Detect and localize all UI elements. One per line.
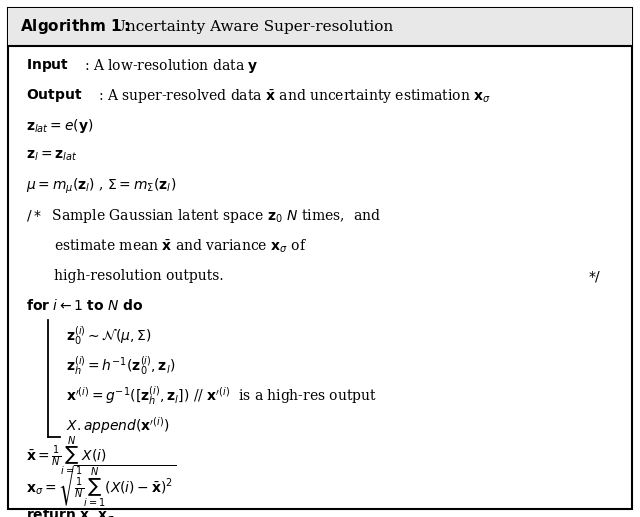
Text: : A low-resolution data $\mathbf{y}$: : A low-resolution data $\mathbf{y}$ xyxy=(84,57,259,75)
Text: $\mathbf{z}_{lat} = e(\mathbf{y})$: $\mathbf{z}_{lat} = e(\mathbf{y})$ xyxy=(26,117,93,135)
Text: $\mathbf{z}_h^{(i)} = h^{-1}(\mathbf{z}_0^{(i)}, \mathbf{z}_l)$: $\mathbf{z}_h^{(i)} = h^{-1}(\mathbf{z}_… xyxy=(66,355,175,377)
Text: $\bar{\mathbf{x}} = \frac{1}{N}\sum_{i=1}^{N} X(i)$: $\bar{\mathbf{x}} = \frac{1}{N}\sum_{i=1… xyxy=(26,434,107,478)
Text: $\mu = m_{\mu}(\mathbf{z}_l)$ , $\Sigma = m_{\Sigma}(\mathbf{z}_l)$: $\mu = m_{\mu}(\mathbf{z}_l)$ , $\Sigma … xyxy=(26,176,176,195)
Bar xyxy=(8,8,632,46)
Text: $\mathbf{x}_{\sigma} = \sqrt{\frac{1}{N}\sum_{i=1}^{N}(X(i) - \bar{\mathbf{x}})^: $\mathbf{x}_{\sigma} = \sqrt{\frac{1}{N}… xyxy=(26,463,176,509)
Text: $/*$  Sample Gaussian latent space $\mathbf{z}_0$ $N$ times,  and: $/*$ Sample Gaussian latent space $\math… xyxy=(26,207,381,225)
Text: $\mathbf{Output}$: $\mathbf{Output}$ xyxy=(26,87,83,104)
Text: Uncertainty Aware Super-resolution: Uncertainty Aware Super-resolution xyxy=(113,20,393,34)
Text: $\mathbf{Input}$: $\mathbf{Input}$ xyxy=(26,57,69,74)
Text: estimate mean $\bar{\mathbf{x}}$ and variance $\mathbf{x}_{\sigma}$ of: estimate mean $\bar{\mathbf{x}}$ and var… xyxy=(54,237,307,255)
Text: $*/$: $*/$ xyxy=(588,268,602,283)
Text: $X.append(\mathbf{x}^{\prime(i)})$: $X.append(\mathbf{x}^{\prime(i)})$ xyxy=(66,416,170,436)
Text: : A super-resolved data $\bar{\mathbf{x}}$ and uncertainty estimation $\mathbf{x: : A super-resolved data $\bar{\mathbf{x}… xyxy=(98,87,491,105)
Text: $\mathbf{for}$ $i \leftarrow 1$ $\mathbf{to}$ $N$ $\mathbf{do}$: $\mathbf{for}$ $i \leftarrow 1$ $\mathbf… xyxy=(26,298,143,313)
Text: $\mathbf{return}$ $\bar{\mathbf{x}}$, $\mathbf{x}_{\sigma}$: $\mathbf{return}$ $\bar{\mathbf{x}}$, $\… xyxy=(26,507,115,517)
Text: $\mathbf{z}_0^{(i)} \sim \mathcal{N}(\mu, \Sigma)$: $\mathbf{z}_0^{(i)} \sim \mathcal{N}(\mu… xyxy=(66,325,152,347)
Text: $\mathbf{Algorithm\ 1:}$: $\mathbf{Algorithm\ 1:}$ xyxy=(20,18,131,37)
Text: high-resolution outputs.: high-resolution outputs. xyxy=(54,269,223,283)
Text: $\mathbf{x}^{\prime(i)} = g^{-1}([\mathbf{z}_h^{(i)}, \mathbf{z}_l])$ // $\mathb: $\mathbf{x}^{\prime(i)} = g^{-1}([\mathb… xyxy=(66,385,377,407)
Text: $\mathbf{z}_l = \mathbf{z}_{lat}$: $\mathbf{z}_l = \mathbf{z}_{lat}$ xyxy=(26,149,77,163)
